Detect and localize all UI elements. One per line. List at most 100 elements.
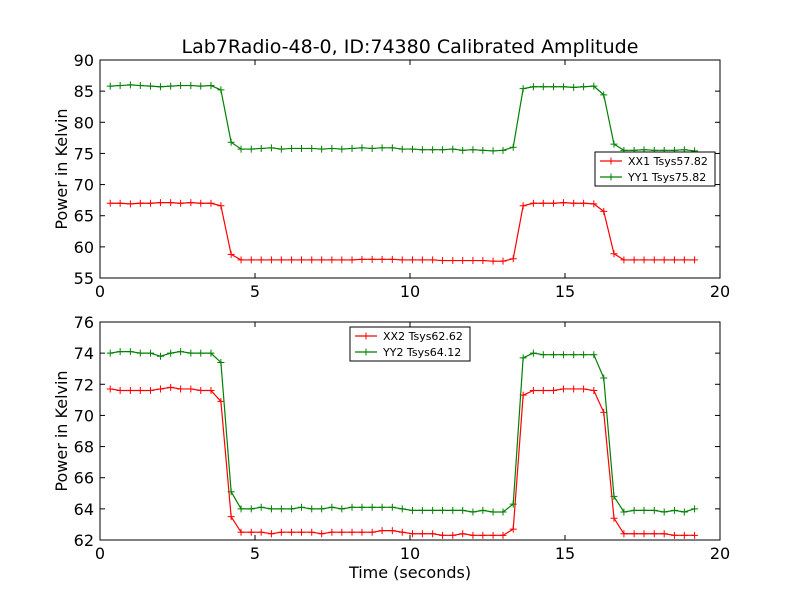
- data-point: [590, 351, 598, 359]
- data-point: [670, 531, 678, 539]
- y-tick-label: 68: [74, 438, 94, 457]
- x-tick-label: 0: [95, 282, 105, 301]
- data-point: [147, 199, 155, 207]
- data-point: [106, 385, 114, 393]
- data-point: [388, 144, 396, 152]
- data-point: [328, 503, 336, 511]
- legend-label: YY2 Tsys64.12: [382, 346, 461, 359]
- data-point: [469, 531, 477, 539]
- data-point: [116, 199, 124, 207]
- data-point: [348, 503, 356, 511]
- data-point: [580, 199, 588, 207]
- data-point: [257, 528, 265, 536]
- data-point: [449, 257, 457, 265]
- data-point: [600, 207, 608, 215]
- y-tick-label: 72: [74, 375, 94, 394]
- data-point: [106, 349, 114, 357]
- data-point: [499, 531, 507, 539]
- data-point: [267, 256, 275, 264]
- data-point: [187, 199, 195, 207]
- data-point: [559, 199, 567, 207]
- data-point: [610, 514, 618, 522]
- data-point: [539, 199, 547, 207]
- data-point: [640, 256, 648, 264]
- data-point: [227, 513, 235, 521]
- data-point: [570, 385, 578, 393]
- data-point: [217, 86, 225, 94]
- data-point: [449, 531, 457, 539]
- data-point: [358, 528, 366, 536]
- data-point: [429, 146, 437, 154]
- data-point: [680, 256, 688, 264]
- data-point: [610, 140, 618, 148]
- data-point: [247, 256, 255, 264]
- data-point: [529, 349, 537, 357]
- data-point: [207, 349, 215, 357]
- data-point: [499, 146, 507, 154]
- data-point: [620, 530, 628, 538]
- data-point: [570, 83, 578, 91]
- data-point: [600, 91, 608, 99]
- legend-marker: [607, 157, 615, 165]
- data-point: [418, 506, 426, 514]
- data-point: [277, 528, 285, 536]
- top-plot: 0 5 10 15 20 55 60 65 70 75 80 85 90 Power in Kelvin X…: [52, 51, 730, 301]
- data-point: [600, 374, 608, 382]
- data-point: [529, 199, 537, 207]
- data-point: [388, 527, 396, 535]
- data-point: [318, 256, 326, 264]
- data-point: [338, 145, 346, 153]
- legend-marker: [362, 332, 370, 340]
- data-point: [388, 503, 396, 511]
- x-tick-label: 20: [710, 544, 730, 563]
- data-point: [217, 397, 225, 405]
- data-point: [197, 199, 205, 207]
- data-point: [227, 488, 235, 496]
- data-point: [429, 256, 437, 264]
- data-point: [147, 82, 155, 90]
- data-point: [550, 387, 558, 395]
- data-point: [116, 387, 124, 395]
- data-point: [630, 530, 638, 538]
- data-point: [529, 387, 537, 395]
- data-point: [559, 83, 567, 91]
- data-point: [368, 255, 376, 263]
- data-point: [418, 146, 426, 154]
- data-point: [348, 144, 356, 152]
- data-point: [610, 250, 618, 258]
- data-point: [378, 527, 386, 535]
- data-point: [288, 144, 296, 152]
- data-point: [277, 145, 285, 153]
- data-point: [136, 387, 144, 395]
- y-tick-label: 90: [74, 51, 94, 70]
- data-point: [187, 82, 195, 90]
- data-point: [660, 530, 668, 538]
- data-point: [197, 349, 205, 357]
- data-point: [640, 506, 648, 514]
- data-point: [559, 385, 567, 393]
- data-point: [267, 144, 275, 152]
- x-tick-label: 15: [555, 282, 575, 301]
- data-point: [519, 354, 527, 362]
- data-point: [459, 506, 467, 514]
- data-point: [237, 256, 245, 264]
- data-point: [479, 506, 487, 514]
- data-point: [207, 199, 215, 207]
- legend: XX2 Tsys62.62 YY2 Tsys64.12: [349, 326, 471, 362]
- data-point: [308, 505, 316, 513]
- data-point: [691, 505, 699, 513]
- data-point: [197, 387, 205, 395]
- data-point: [338, 505, 346, 513]
- legend-label: XX2 Tsys62.62: [383, 330, 463, 343]
- data-point: [670, 506, 678, 514]
- y-tick-label: 75: [74, 144, 94, 163]
- chart-title: Lab7Radio-48-0, ID:74380 Calibrated Ampl…: [182, 36, 639, 58]
- data-point: [398, 505, 406, 513]
- data-point: [439, 146, 447, 154]
- data-point: [136, 349, 144, 357]
- data-point: [338, 528, 346, 536]
- data-point: [459, 530, 467, 538]
- data-point: [338, 256, 346, 264]
- data-point: [429, 506, 437, 514]
- data-point: [318, 505, 326, 513]
